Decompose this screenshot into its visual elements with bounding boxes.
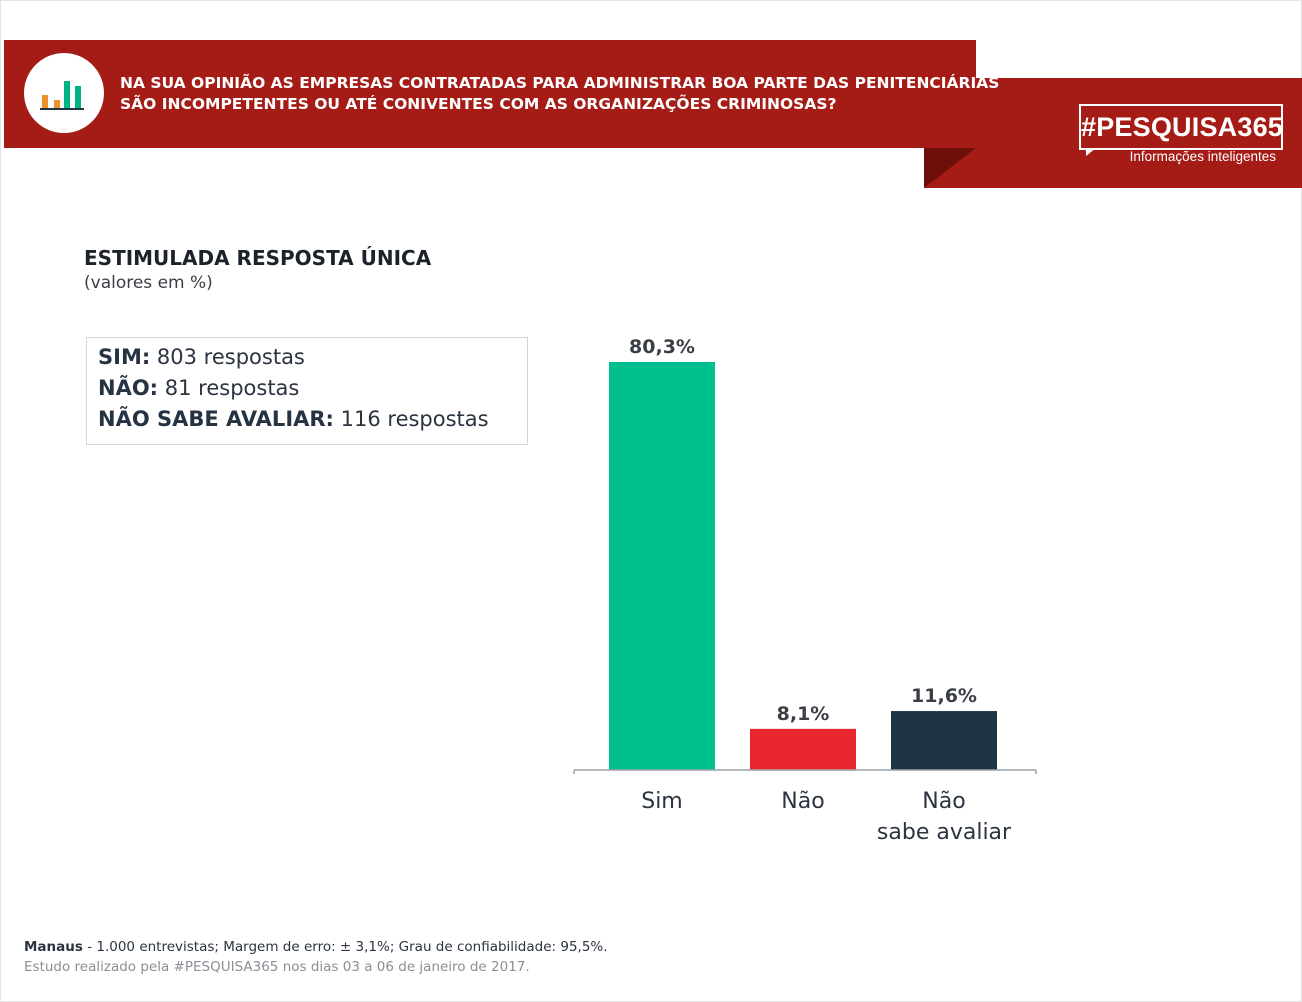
category-label-1: Sim xyxy=(641,789,683,814)
response-label: NÃO: xyxy=(98,376,159,400)
logo-badge xyxy=(24,53,104,133)
category-label-3-line-2: sabe avaliar xyxy=(877,820,1012,845)
response-count-nao-sabe: NÃO SABE AVALIAR: 116 respostas xyxy=(98,404,527,435)
footer-details: - 1.000 entrevistas; Margem de erro: ± 3… xyxy=(82,939,608,955)
brand-logo: #PESQUISA365 xyxy=(1079,104,1283,150)
chart-subtitle: ESTIMULADA RESPOSTA ÚNICA xyxy=(84,246,432,270)
response-label: SIM: xyxy=(98,345,151,369)
survey-question-line-2: SÃO INCOMPETENTES OU ATÉ CONIVENTES COM … xyxy=(120,95,837,113)
category-label-2: Não xyxy=(781,789,824,814)
footer-methodology: Manaus - 1.000 entrevistas; Margem de er… xyxy=(24,938,608,956)
bar-1 xyxy=(609,362,715,770)
footer-study-note: Estudo realizado pela #PESQUISA365 nos d… xyxy=(24,959,530,975)
survey-question-line-1: NA SUA OPINIÃO AS EMPRESAS CONTRATADAS P… xyxy=(120,74,1000,92)
response-text: 81 respostas xyxy=(164,376,300,400)
header-banner-fold xyxy=(924,148,976,188)
response-text: 116 respostas xyxy=(340,407,489,431)
header-banner xyxy=(4,40,976,148)
data-label-3: 11,6% xyxy=(911,685,977,707)
bar-3 xyxy=(891,711,997,770)
response-count-nao: NÃO: 81 respostas xyxy=(98,373,527,404)
header-banner-extension xyxy=(924,78,1302,188)
survey-question: NA SUA OPINIÃO AS EMPRESAS CONTRATADAS P… xyxy=(120,73,1000,115)
bar-2 xyxy=(750,728,856,770)
bar-chart-icon xyxy=(40,81,84,110)
brand-speech-tail xyxy=(1086,148,1096,156)
category-label-3-line-1: Não xyxy=(922,789,965,814)
units-note: (valores em %) xyxy=(84,273,213,293)
responses-box: SIM: 803 respostas NÃO: 81 respostas NÃO… xyxy=(86,337,528,445)
response-label: NÃO SABE AVALIAR: xyxy=(98,407,334,431)
response-count-sim: SIM: 803 respostas xyxy=(98,342,527,373)
brand-name: #PESQUISA365 xyxy=(1081,112,1283,142)
brand-tagline: Informações inteligentes xyxy=(1129,149,1276,164)
footer-city: Manaus xyxy=(24,939,83,955)
data-label-1: 80,3% xyxy=(629,336,695,358)
data-label-2: 8,1% xyxy=(777,703,830,725)
response-text: 803 respostas xyxy=(156,345,305,369)
bar-chart: 80,3% Sim 8,1% Não 11,6% Não sabe avaliar xyxy=(573,336,1037,845)
